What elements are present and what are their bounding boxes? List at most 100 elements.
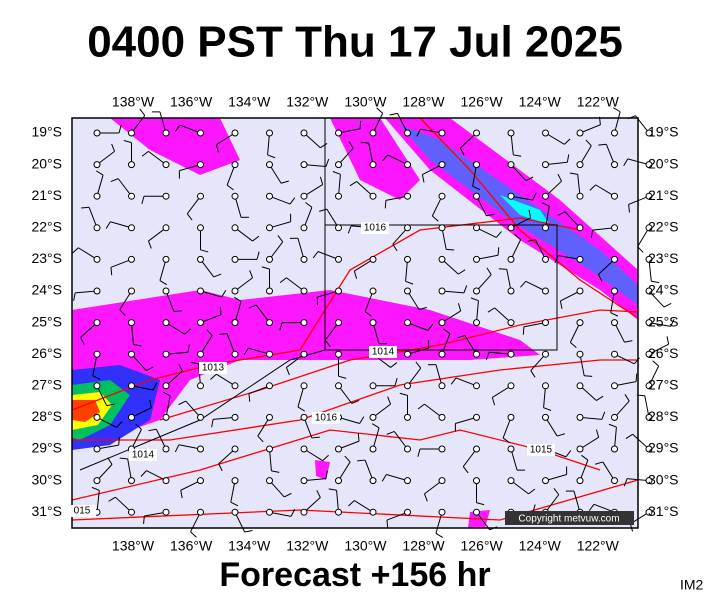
barb-flag xyxy=(325,158,330,167)
station xyxy=(576,287,584,295)
barb-flag xyxy=(514,233,521,241)
station xyxy=(542,224,549,232)
barb-flag xyxy=(589,184,596,191)
barb-flag xyxy=(186,213,193,221)
station xyxy=(404,382,411,390)
barb-flag xyxy=(72,247,79,254)
barb-staff xyxy=(200,335,213,355)
barb-staff xyxy=(492,385,512,398)
station xyxy=(266,445,273,453)
station xyxy=(404,161,411,169)
barb-flag xyxy=(435,532,444,538)
barb-staff xyxy=(96,416,117,428)
station xyxy=(473,319,480,327)
station xyxy=(231,161,239,169)
station xyxy=(162,161,170,169)
lat-label: 30°S xyxy=(648,471,679,487)
barb-staff xyxy=(324,322,339,341)
barb-staff xyxy=(317,251,339,260)
station xyxy=(404,508,411,516)
lat-label: 19°S xyxy=(648,124,679,140)
station xyxy=(645,129,653,137)
station xyxy=(335,477,342,485)
lat-label: 30°S xyxy=(31,471,62,487)
barb-staff xyxy=(628,195,650,205)
barb-flag xyxy=(119,457,128,460)
barb-flag xyxy=(148,428,157,432)
barb-flag xyxy=(143,515,145,525)
station xyxy=(645,477,653,485)
barb-flag xyxy=(319,208,327,212)
station xyxy=(128,508,135,516)
station xyxy=(335,129,342,137)
barb-flag xyxy=(513,154,522,157)
station xyxy=(300,508,308,516)
barb-staff xyxy=(230,480,236,503)
lat-label: 22°S xyxy=(31,219,62,235)
isobar-label: 1016 xyxy=(315,413,338,424)
barb-staff xyxy=(216,373,236,387)
station xyxy=(128,319,135,327)
isobar-label: 015 xyxy=(74,506,91,517)
lat-label: 27°S xyxy=(31,377,62,393)
barb-flag xyxy=(271,470,280,473)
lon-label: 132°W xyxy=(286,94,329,110)
station xyxy=(473,508,480,516)
station xyxy=(507,161,515,169)
barb-flag xyxy=(470,297,479,302)
barb-flag xyxy=(344,455,351,463)
barb-flag xyxy=(432,215,439,222)
barb-staff xyxy=(530,353,546,371)
barb-flag xyxy=(624,394,630,402)
barb-flag xyxy=(386,520,389,529)
station xyxy=(128,413,135,421)
station xyxy=(438,192,446,200)
station xyxy=(438,508,446,516)
station xyxy=(335,287,342,295)
barb-staff xyxy=(88,207,98,228)
barb-flag xyxy=(174,444,180,453)
station xyxy=(507,287,515,295)
station xyxy=(162,477,170,485)
station xyxy=(231,445,239,453)
barb-staff xyxy=(579,436,599,450)
lon-label: 128°W xyxy=(402,94,445,110)
barb-staff xyxy=(338,440,360,450)
lon-label: 136°W xyxy=(170,94,213,110)
isobar-label-box xyxy=(361,222,389,234)
barb-flag xyxy=(152,382,158,391)
station xyxy=(576,350,584,358)
barb-staff xyxy=(441,333,451,355)
station xyxy=(197,413,204,421)
barb-staff xyxy=(579,385,597,401)
station xyxy=(438,350,446,358)
barb-flag xyxy=(178,363,183,372)
station xyxy=(404,255,411,263)
barb-flag xyxy=(387,396,392,405)
barb-flag xyxy=(427,323,434,331)
barb-staff xyxy=(405,259,408,282)
barb-flag xyxy=(666,336,670,345)
station xyxy=(542,350,549,358)
barb-staff xyxy=(303,184,323,197)
barb-staff xyxy=(579,416,602,420)
barb-staff xyxy=(569,322,581,343)
station xyxy=(162,255,170,263)
barb-flag xyxy=(520,281,527,288)
lat-label: 22°S xyxy=(648,219,679,235)
barb-flag xyxy=(173,310,182,313)
barb-flag xyxy=(553,487,560,495)
barb-staff xyxy=(393,431,408,450)
station xyxy=(473,445,480,453)
station xyxy=(197,129,204,137)
lon-label: 124°W xyxy=(519,94,562,110)
station xyxy=(542,255,549,263)
barb-staff xyxy=(303,497,321,513)
barb-staff xyxy=(632,433,650,450)
barb-flag xyxy=(557,211,566,216)
station xyxy=(611,129,618,137)
barb-flag xyxy=(311,436,320,439)
lon-label: 138°W xyxy=(112,538,155,554)
station xyxy=(611,224,618,232)
barb-flag xyxy=(530,370,536,378)
